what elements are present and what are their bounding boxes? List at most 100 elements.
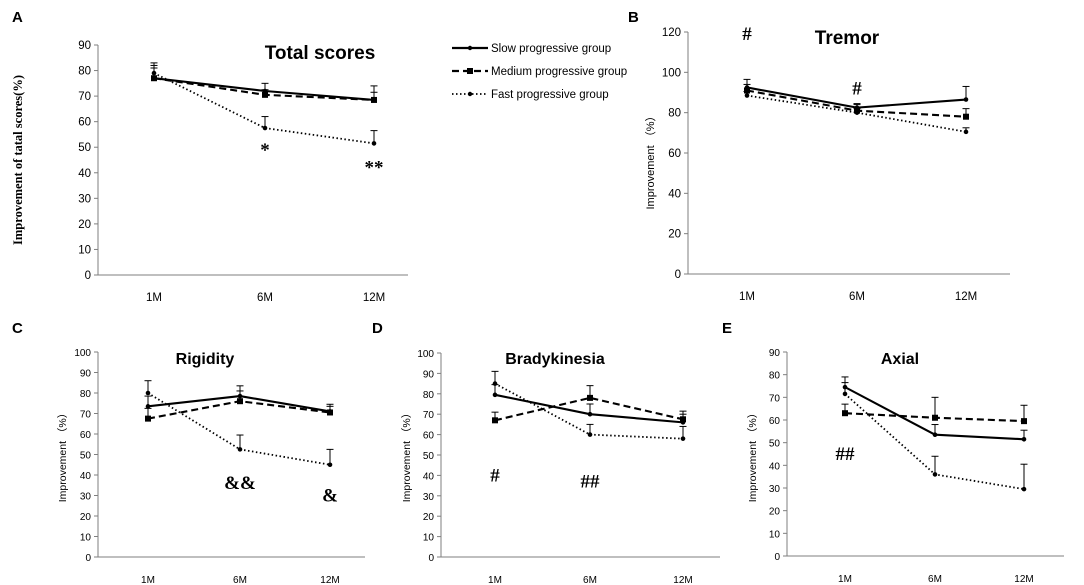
panel-e-ytick-label: 30	[769, 484, 781, 495]
panel-a-point-fast	[151, 70, 157, 76]
panel-a-xtick-label: 12M	[363, 292, 385, 304]
panel-c-ytick-label: 20	[80, 512, 92, 523]
panel-c: C Rigidity Improvement （%） 0 10 20 30 40 50 60 70 8…	[12, 320, 365, 585]
panel-a-annotation: *	[260, 140, 270, 161]
panel-e-point-medium	[1021, 418, 1027, 425]
panel-b-xtick-label: 6M	[849, 291, 865, 303]
panel-c-point-medium	[145, 415, 151, 422]
legend-fast: Fast progressive group	[452, 89, 609, 101]
panel-c-xtick-label: 12M	[320, 575, 339, 585]
panel-e-annotation: ##	[836, 444, 856, 465]
legend-medium-label: Medium progressive group	[491, 66, 627, 78]
panel-e-ytick-label: 0	[774, 552, 780, 563]
panel-e-series-slow	[841, 376, 1028, 442]
panel-d-point-medium	[680, 416, 686, 423]
panel-e-xtick-label: 6M	[928, 574, 942, 585]
panel-d-series-fast	[491, 370, 687, 441]
panel-b-annotation: #	[742, 24, 752, 45]
panel-b-point-fast	[744, 93, 750, 98]
panel-e-series-medium	[841, 396, 1028, 425]
panel-c-title: Rigidity	[176, 351, 235, 368]
panel-d-ytick-label: 60	[423, 431, 435, 442]
panel-c-point-medium	[327, 409, 333, 416]
panel-c-ytick-label: 0	[85, 553, 91, 564]
panel-c-annotation: &&	[224, 473, 256, 494]
panel-d-ytick-label: 100	[417, 349, 434, 360]
panel-b-title: Tremor	[815, 28, 880, 49]
panel-e-point-fast	[932, 472, 938, 477]
panel-c-series-medium	[144, 390, 334, 422]
panel-a-line-fast	[153, 72, 375, 145]
panel-a-ylabel: Improvement of tatal scores(%)	[11, 75, 25, 245]
legend-medium-marker	[467, 68, 473, 74]
panel-c-line-fast	[147, 392, 331, 466]
panel-d-point-fast	[680, 436, 686, 441]
panel-c-ytick-label: 60	[80, 430, 92, 441]
panel-c-point-fast	[145, 390, 151, 396]
panel-e-point-slow	[1021, 436, 1027, 442]
panel-b-ytick-label: 80	[668, 108, 681, 120]
panel-a-ytick-label: 40	[78, 168, 91, 180]
panel-d-ytick-label: 50	[423, 451, 435, 462]
legend-slow-label: Slow progressive group	[491, 43, 611, 55]
panel-d-ytick-label: 30	[423, 492, 435, 503]
panel-e-xtick-label: 1M	[838, 574, 852, 585]
panel-d-ytick-label: 90	[423, 369, 435, 380]
panel-a-point-medium	[262, 91, 268, 98]
panel-a-ytick-label: 50	[78, 142, 91, 154]
panel-d-point-fast	[492, 381, 498, 386]
panel-d-point-medium	[492, 417, 498, 424]
panel-b-ytick-label: 100	[662, 67, 681, 79]
panel-e-point-slow	[932, 432, 938, 438]
panel-c-ytick-label: 70	[80, 410, 92, 421]
panel-d-ytick-label: 0	[428, 553, 434, 564]
panel-a-ytick-label: 30	[78, 193, 91, 205]
panel-a-ytick-label: 80	[78, 66, 91, 78]
panel-b-xtick-label: 1M	[739, 291, 755, 303]
panel-a-ytick-label: 0	[85, 270, 91, 282]
panel-c-ytick-label: 50	[80, 451, 92, 462]
panel-d-title: Bradykinesia	[505, 351, 605, 368]
panel-b-series-fast	[743, 90, 970, 135]
panel-c-point-medium	[237, 398, 243, 405]
panel-d-point-slow	[587, 411, 593, 417]
panel-a-ytick-label: 90	[78, 40, 91, 52]
panel-d-series-medium	[491, 385, 687, 424]
legend-fast-label: Fast progressive group	[491, 89, 609, 101]
panel-e-ytick-label: 60	[769, 416, 781, 427]
panel-b-xtick-label: 12M	[955, 291, 977, 303]
panel-c-xtick-label: 1M	[141, 575, 155, 585]
panel-e: E Axial Improvement （%） 0 10 20 30 40 50 60 70 80 90…	[722, 320, 1064, 585]
panel-b-ytick-label: 0	[675, 269, 681, 281]
panel-c-ytick-label: 10	[80, 533, 92, 544]
panel-a-ytick-label: 70	[78, 91, 91, 103]
panel-e-title: Axial	[881, 351, 919, 368]
panel-c-ytick-label: 80	[80, 389, 92, 400]
panel-e-point-fast	[842, 391, 848, 397]
panel-c-ytick-label: 40	[80, 471, 92, 482]
panel-d-xtick-label: 12M	[673, 575, 692, 585]
panel-c-point-slow	[145, 404, 151, 409]
panel-a-point-medium	[371, 96, 377, 103]
panel-c-xtick-label: 6M	[233, 575, 247, 585]
legend-medium: Medium progressive group	[452, 66, 627, 78]
panel-e-letter: E	[722, 320, 732, 337]
panel-a-ytick-label: 10	[78, 244, 91, 256]
legend-slow-marker	[467, 45, 473, 51]
panel-d-xtick-label: 6M	[583, 575, 597, 585]
panel-c-ylabel: Improvement （%）	[57, 408, 69, 503]
panel-d-point-slow	[492, 392, 498, 398]
panel-a-point-fast	[371, 141, 377, 146]
panel-b-point-fast	[963, 129, 969, 135]
panel-b-line-fast	[746, 94, 967, 133]
panel-e-point-medium	[842, 410, 848, 417]
panel-c-point-fast	[327, 462, 333, 468]
panel-d-ytick-label: 20	[423, 512, 435, 523]
panel-c-point-fast	[237, 447, 243, 452]
legend-slow: Slow progressive group	[452, 43, 611, 55]
panel-a-ytick-label: 60	[78, 117, 91, 129]
panel-c-ytick-label: 90	[80, 369, 92, 380]
panel-d-point-medium	[587, 394, 593, 401]
panel-d-point-fast	[587, 432, 593, 437]
panel-c-letter: C	[12, 320, 23, 337]
